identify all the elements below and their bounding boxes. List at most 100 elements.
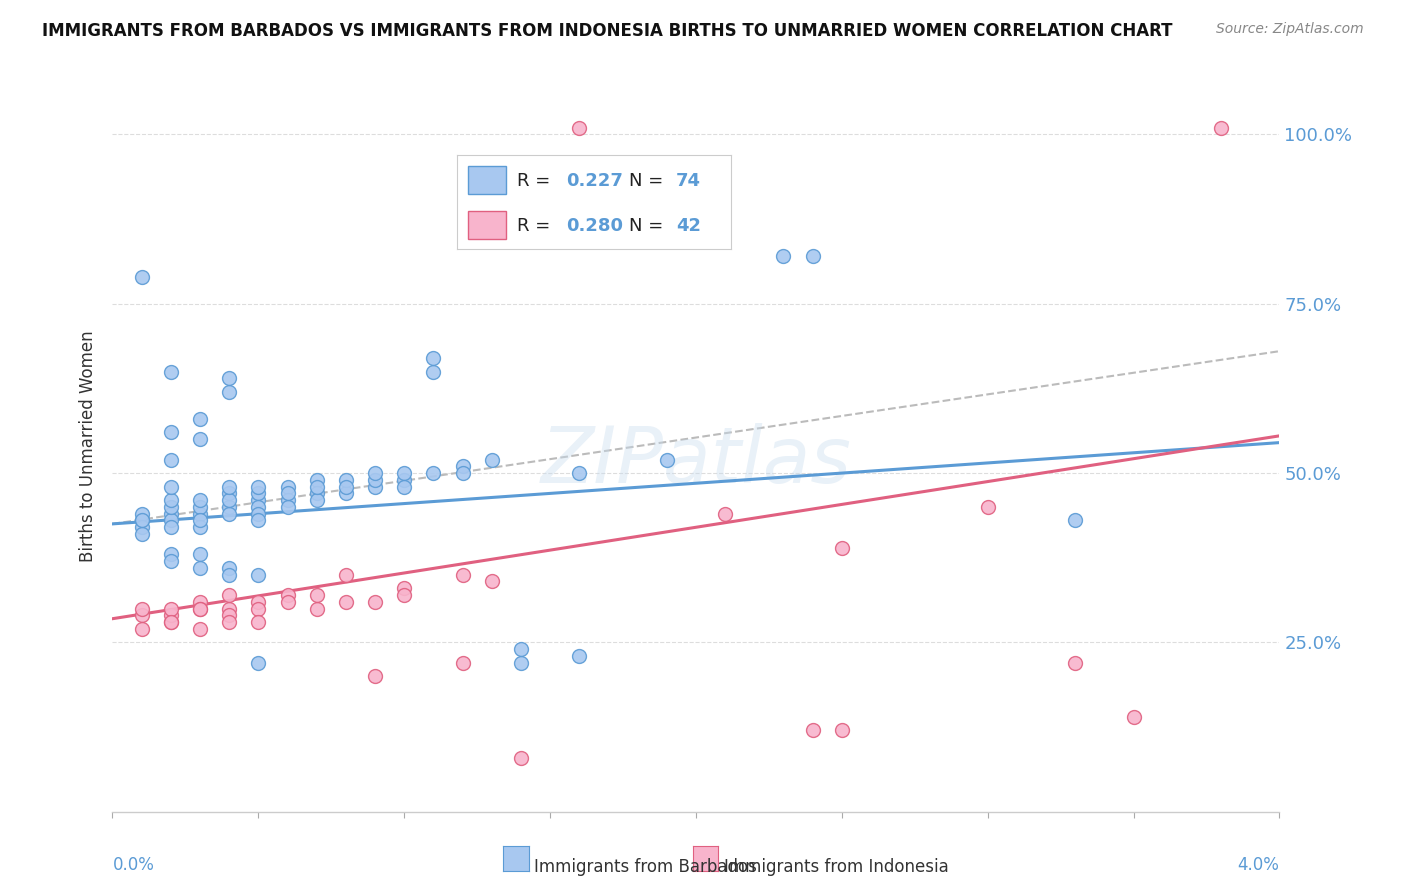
Point xyxy=(160,520,183,534)
Point xyxy=(451,466,474,480)
Point xyxy=(247,514,270,528)
Point xyxy=(218,500,240,514)
FancyBboxPatch shape xyxy=(468,166,506,194)
Point xyxy=(1064,514,1087,528)
Point xyxy=(188,601,211,615)
Text: Immigrants from Barbados: Immigrants from Barbados xyxy=(534,858,758,876)
Point xyxy=(218,601,240,615)
Point xyxy=(364,473,387,487)
Point xyxy=(247,507,270,521)
Point xyxy=(568,648,591,663)
Point xyxy=(481,452,503,467)
Point xyxy=(247,567,270,582)
Text: 0.0%: 0.0% xyxy=(112,856,155,874)
Point xyxy=(218,371,240,385)
Point xyxy=(218,615,240,629)
Text: 0.227: 0.227 xyxy=(567,172,623,190)
Point xyxy=(1122,710,1144,724)
Point xyxy=(335,486,357,500)
Point xyxy=(831,541,853,555)
Point xyxy=(364,466,387,480)
Point xyxy=(714,507,737,521)
Point xyxy=(218,480,240,494)
Text: IMMIGRANTS FROM BARBADOS VS IMMIGRANTS FROM INDONESIA BIRTHS TO UNMARRIED WOMEN : IMMIGRANTS FROM BARBADOS VS IMMIGRANTS F… xyxy=(42,22,1173,40)
Point xyxy=(276,486,298,500)
Point xyxy=(160,514,183,528)
Point xyxy=(131,269,153,284)
Point xyxy=(160,507,183,521)
Point xyxy=(188,500,211,514)
Point xyxy=(1211,120,1233,135)
Point xyxy=(976,500,998,514)
Point xyxy=(655,215,678,229)
Text: 4.0%: 4.0% xyxy=(1237,856,1279,874)
Point xyxy=(131,520,153,534)
Point xyxy=(1064,656,1087,670)
Point xyxy=(218,561,240,575)
Text: 0.280: 0.280 xyxy=(567,217,623,235)
Point xyxy=(364,480,387,494)
Point xyxy=(335,480,357,494)
Point xyxy=(305,601,328,615)
Point xyxy=(131,514,153,528)
Point xyxy=(160,493,183,508)
Point xyxy=(247,486,270,500)
Point xyxy=(218,507,240,521)
Point xyxy=(188,412,211,426)
Point xyxy=(131,507,153,521)
Point xyxy=(394,480,416,494)
Point xyxy=(247,615,270,629)
Point xyxy=(188,622,211,636)
Point xyxy=(276,493,298,508)
Point xyxy=(160,608,183,623)
Point xyxy=(305,473,328,487)
Point xyxy=(305,588,328,602)
Point xyxy=(451,656,474,670)
Point xyxy=(364,595,387,609)
Point xyxy=(188,507,211,521)
Point xyxy=(394,466,416,480)
Point xyxy=(218,608,240,623)
Point xyxy=(160,480,183,494)
Point xyxy=(509,750,531,764)
Point xyxy=(218,588,240,602)
Point xyxy=(131,514,153,528)
Point xyxy=(305,493,328,508)
Point xyxy=(188,520,211,534)
Point xyxy=(160,364,183,378)
Text: 74: 74 xyxy=(676,172,702,190)
Point xyxy=(247,500,270,514)
Point xyxy=(247,656,270,670)
Point xyxy=(801,249,824,263)
Point xyxy=(218,486,240,500)
Point xyxy=(451,459,474,474)
Point xyxy=(276,588,298,602)
Point xyxy=(131,527,153,541)
Point xyxy=(218,567,240,582)
Point xyxy=(160,615,183,629)
Point xyxy=(188,601,211,615)
Point xyxy=(247,601,270,615)
Point xyxy=(218,384,240,399)
Text: Immigrants from Indonesia: Immigrants from Indonesia xyxy=(724,858,949,876)
Point xyxy=(335,473,357,487)
Point xyxy=(364,669,387,683)
Point xyxy=(131,601,153,615)
Point xyxy=(335,567,357,582)
Text: R =: R = xyxy=(517,172,555,190)
Point xyxy=(568,466,591,480)
Point xyxy=(394,588,416,602)
Point xyxy=(422,364,444,378)
Point xyxy=(188,547,211,561)
Point xyxy=(131,608,153,623)
Text: R =: R = xyxy=(517,217,555,235)
Text: 42: 42 xyxy=(676,217,702,235)
Point xyxy=(131,622,153,636)
Point xyxy=(160,547,183,561)
Point xyxy=(188,561,211,575)
Point xyxy=(160,601,183,615)
Point xyxy=(276,500,298,514)
Point xyxy=(305,480,328,494)
Point xyxy=(160,554,183,568)
Point xyxy=(394,473,416,487)
